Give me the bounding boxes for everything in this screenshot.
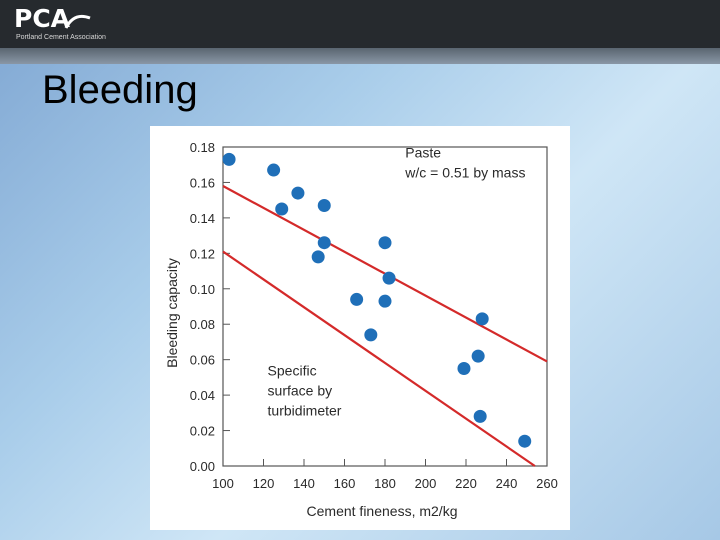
data-point (317, 198, 331, 212)
data-point (473, 409, 487, 423)
pca-logo: PCA Portland Cement Association (14, 4, 134, 44)
slide-title: Bleeding (42, 68, 198, 112)
logo-text: PCA (14, 4, 71, 33)
y-tick-label: 0.16 (190, 175, 215, 190)
data-point (382, 271, 396, 285)
y-axis-title: Bleeding capacity (164, 258, 180, 368)
data-point (222, 152, 236, 166)
chart-annotation: Paste (405, 145, 441, 161)
x-tick-label: 140 (293, 476, 315, 491)
data-point (457, 362, 471, 376)
chart-annotation: w/c = 0.51 by mass (404, 165, 525, 181)
data-point (350, 292, 364, 306)
x-tick-label: 220 (455, 476, 477, 491)
x-tick-label: 160 (334, 476, 356, 491)
logo-swoosh-icon (64, 14, 91, 29)
data-point (475, 312, 489, 326)
header-strip (0, 48, 720, 64)
envelope-line (222, 250, 536, 467)
y-tick-label: 0.04 (190, 388, 215, 403)
x-tick-label: 200 (415, 476, 437, 491)
y-tick-label: 0.02 (190, 424, 215, 439)
x-axis-title: Cement fineness, m2/kg (307, 503, 458, 519)
y-tick-label: 0.12 (190, 246, 215, 261)
logo-subtitle: Portland Cement Association (16, 34, 106, 41)
scatter-chart: 100 120 140 160 180 200 220 240 260 0.00 0.02 0.04 0… (164, 140, 558, 519)
data-point (364, 328, 378, 342)
header-bar: PCA Portland Cement Association (0, 0, 720, 48)
x-tick-label: 100 (212, 476, 234, 491)
chart-panel: 100 120 140 160 180 200 220 240 260 0.00 0.02 0.04 0… (150, 126, 570, 530)
chart-annotation: surface by (268, 383, 333, 399)
data-point (378, 294, 392, 308)
y-tick-label: 0.08 (190, 317, 215, 332)
data-point (518, 434, 532, 448)
data-point (291, 186, 305, 200)
y-tick-label: 0.06 (190, 353, 215, 368)
data-point (378, 236, 392, 250)
data-point (311, 250, 325, 264)
data-point (275, 202, 289, 216)
y-tick-label: 0.00 (190, 459, 215, 474)
chart-annotation: turbidimeter (268, 403, 342, 419)
data-point (471, 349, 485, 363)
y-tick-label: 0.14 (190, 211, 215, 226)
data-point (317, 236, 331, 250)
y-tick-label: 0.18 (190, 140, 215, 155)
chart-annotation: Specific (268, 363, 317, 379)
data-point (267, 163, 281, 177)
x-tick-label: 260 (536, 476, 558, 491)
x-tick-label: 120 (253, 476, 275, 491)
x-tick-label: 240 (496, 476, 518, 491)
x-tick-label: 180 (374, 476, 396, 491)
y-tick-label: 0.10 (190, 282, 215, 297)
